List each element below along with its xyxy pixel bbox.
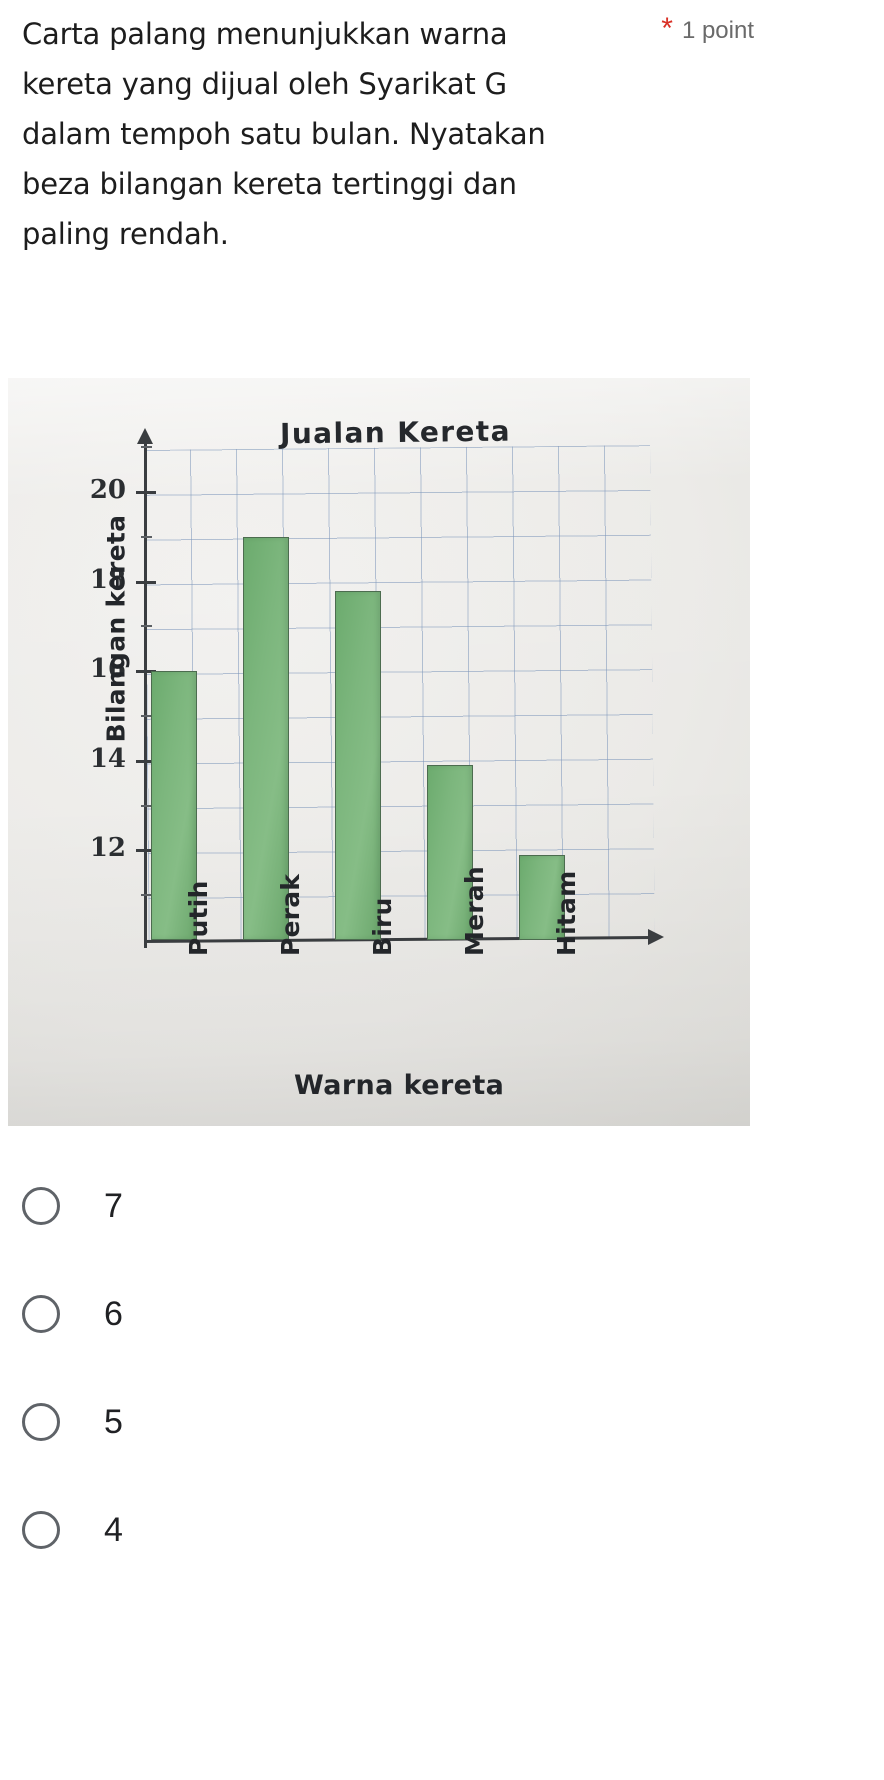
option-row-7[interactable]: 7 bbox=[0, 1152, 884, 1260]
points-indicator: * 1 point bbox=[661, 14, 754, 45]
option-label-6[interactable]: 6 bbox=[104, 1295, 123, 1333]
x-label-biru: Biru bbox=[368, 897, 397, 956]
x-label-perak: Perak bbox=[276, 873, 305, 956]
y-tick-label-20: 20 bbox=[89, 475, 126, 505]
y-tick-18 bbox=[136, 580, 156, 584]
y-tick-16 bbox=[136, 670, 156, 674]
x-axis-arrow-icon bbox=[648, 929, 664, 945]
radio-button-unchecked-icon[interactable] bbox=[22, 1295, 60, 1333]
y-axis-title: Bilangan kereta bbox=[101, 514, 131, 743]
y-tick-minor-11 bbox=[141, 894, 152, 897]
plot-area bbox=[144, 445, 655, 942]
question-text: Carta palang menunjukkan warna kereta ya… bbox=[22, 17, 546, 251]
bar-perak bbox=[243, 536, 289, 940]
bar-putih bbox=[151, 671, 197, 940]
option-row-5[interactable]: 5 bbox=[0, 1368, 884, 1476]
x-label-hitam: Hitam bbox=[552, 870, 581, 956]
chart-title: Jualan Kereta bbox=[279, 414, 512, 451]
radio-button-unchecked-icon[interactable] bbox=[22, 1403, 60, 1441]
y-tick-20 bbox=[136, 491, 156, 494]
y-tick-minor-21 bbox=[141, 446, 152, 449]
radio-button-unchecked-icon[interactable] bbox=[22, 1187, 60, 1225]
y-tick-14 bbox=[136, 759, 156, 763]
option-row-4[interactable]: 4 bbox=[0, 1476, 884, 1584]
answer-options: 7 6 5 4 bbox=[0, 1152, 884, 1584]
y-tick-minor-19 bbox=[141, 535, 152, 538]
y-axis-arrow-icon bbox=[137, 428, 153, 444]
points-label: 1 point bbox=[681, 17, 754, 44]
bar-chart-image: Jualan Kereta 20 18 16 14 12 Putih Perak Biru M… bbox=[8, 378, 750, 1126]
option-label-5[interactable]: 5 bbox=[104, 1403, 123, 1441]
y-tick-label-18: 18 bbox=[89, 564, 126, 595]
y-tick-12 bbox=[136, 849, 156, 853]
question-header: Carta palang menunjukkan warna kereta ya… bbox=[0, 0, 884, 259]
y-tick-label-12: 12 bbox=[89, 833, 126, 864]
bar-hitam bbox=[519, 854, 565, 940]
x-label-merah: Merah bbox=[460, 866, 489, 956]
radio-button-unchecked-icon[interactable] bbox=[22, 1511, 60, 1549]
y-tick-label-16: 16 bbox=[89, 654, 126, 685]
bar-biru bbox=[335, 590, 381, 940]
bar-merah bbox=[427, 765, 473, 940]
x-label-putih: Putih bbox=[184, 880, 213, 956]
y-tick-minor-15 bbox=[141, 715, 152, 717]
option-row-6[interactable]: 6 bbox=[0, 1260, 884, 1368]
y-axis-line bbox=[144, 440, 147, 948]
y-tick-label-14: 14 bbox=[89, 743, 126, 774]
option-label-4[interactable]: 4 bbox=[104, 1511, 123, 1549]
option-label-7[interactable]: 7 bbox=[104, 1187, 123, 1225]
y-tick-minor-17 bbox=[141, 625, 152, 628]
asterisk-icon: * bbox=[661, 12, 673, 45]
y-tick-minor-13 bbox=[141, 804, 152, 807]
x-axis-title: Warna kereta bbox=[294, 1070, 505, 1101]
grid-lines bbox=[144, 445, 655, 942]
